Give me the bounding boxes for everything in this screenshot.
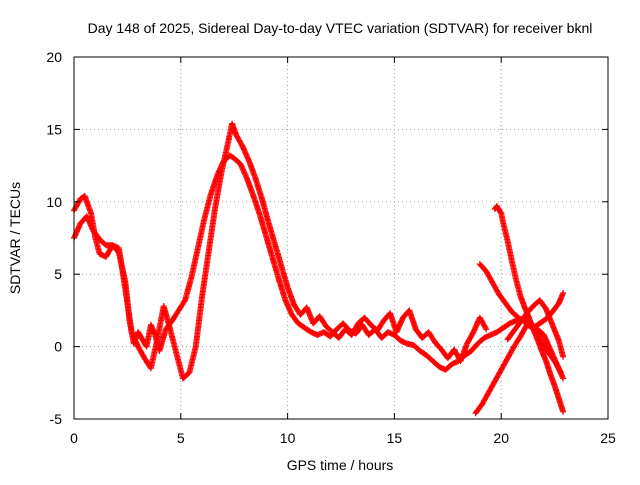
x-tick-label: 15 <box>387 430 403 446</box>
chart-title: Day 148 of 2025, Sidereal Day-to-day VTE… <box>88 20 593 36</box>
y-tick-label: 0 <box>54 339 62 355</box>
x-tick-label: 5 <box>177 430 185 446</box>
y-tick-label: 5 <box>54 266 62 282</box>
y-tick-label: -5 <box>50 411 63 427</box>
x-axis-title: GPS time / hours <box>287 457 394 473</box>
y-tick-label: 15 <box>46 121 62 137</box>
x-tick-label: 25 <box>600 430 616 446</box>
y-tick-label: 20 <box>46 49 62 65</box>
y-axis-title: SDTVAR / TECUs <box>7 182 23 294</box>
x-tick-label: 0 <box>70 430 78 446</box>
y-tick-label: 10 <box>46 194 62 210</box>
x-tick-label: 10 <box>280 430 296 446</box>
x-tick-label: 20 <box>493 430 509 446</box>
